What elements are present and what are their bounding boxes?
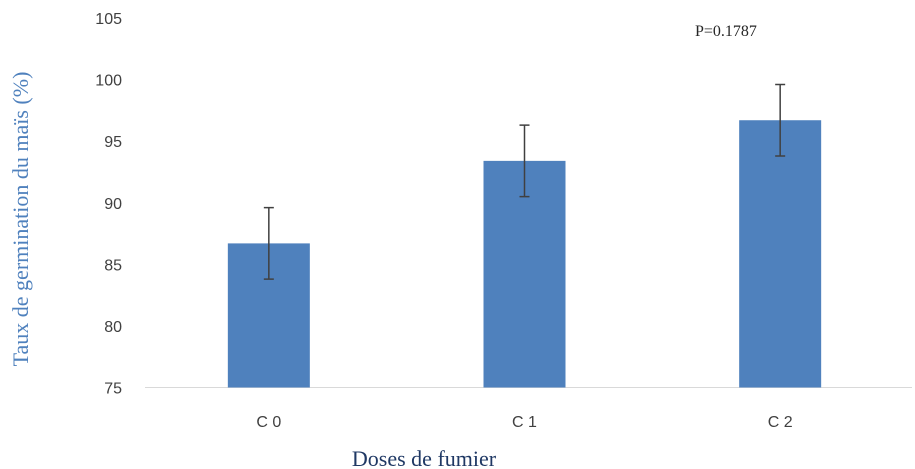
p-value-annotation: P=0.1787 [695,23,757,40]
x-axis-ticks: C 0 C 1 C 2 [256,414,792,431]
x-tick-label: C 0 [256,414,281,431]
y-axis-ticks: 75 80 85 90 95 100 105 [95,11,122,398]
y-tick-label: 85 [104,257,122,274]
y-tick-label: 105 [95,11,122,28]
bar [739,120,821,387]
bars-group [228,85,821,388]
y-tick-label: 80 [104,319,122,336]
y-tick-label: 75 [104,381,122,398]
y-axis-title: Taux de germination du maïs (%) [8,72,33,367]
x-axis-title: Doses de fumier [352,446,497,469]
x-tick-label: C 2 [768,414,793,431]
y-tick-label: 90 [104,196,122,213]
y-tick-label: 100 [95,73,122,90]
y-tick-label: 95 [104,134,122,151]
x-tick-label: C 1 [512,414,537,431]
